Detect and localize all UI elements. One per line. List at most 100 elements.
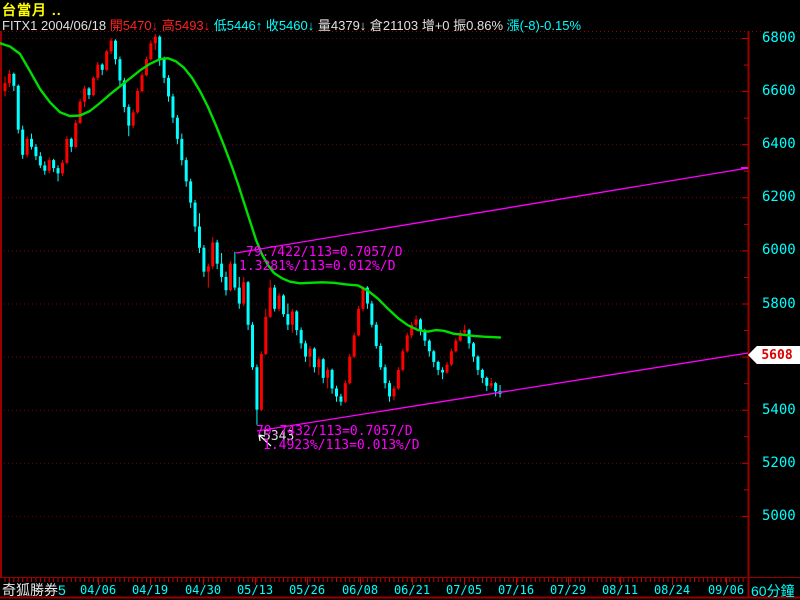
candle-body [423, 330, 427, 341]
candle-body [122, 80, 126, 108]
trendline-annotation: 79.7422/113=0.7057/D [246, 245, 403, 260]
candle-body [127, 107, 131, 126]
candle-body [388, 383, 392, 397]
date-axis-label: 07/16 [497, 583, 535, 597]
date-axis-label: 08/24 [653, 583, 691, 597]
upper-channel-trendline [235, 167, 749, 254]
candle-body [91, 77, 95, 96]
candle-body [273, 287, 277, 309]
candle-body [114, 40, 117, 60]
candle-body [25, 138, 29, 155]
timeframe-label[interactable]: 60分鐘 [751, 583, 795, 599]
candle-body [109, 40, 113, 52]
candle-body [242, 282, 246, 304]
candle-body [131, 112, 135, 126]
candle-body [69, 138, 73, 147]
candle-body [326, 369, 330, 378]
candle-body [7, 73, 11, 84]
candle-body [480, 369, 484, 378]
candle-body [78, 101, 82, 123]
candle-body [202, 247, 206, 272]
quote-segment: ↓ [307, 18, 318, 33]
candle-body [365, 287, 369, 304]
candle-body [317, 359, 321, 368]
quote-segment: 漲(-8)-0.15% [506, 18, 582, 33]
candle-body [140, 75, 144, 92]
date-axis-label: 08/11 [601, 583, 639, 597]
candle-body [30, 138, 34, 147]
candle-body [379, 345, 383, 368]
trendline-annotation: 1.3281%/113=0.012%/D [239, 259, 396, 274]
date-axis-label: 05/13 [236, 583, 274, 597]
candle-body [87, 88, 91, 96]
low-point-price-label: 5343 [263, 429, 295, 444]
contract-title: 台當月 .. [2, 2, 62, 18]
candle-body [228, 263, 232, 291]
candle-body [436, 361, 440, 370]
low-pointer-arrowhead [258, 434, 266, 437]
candle-body [467, 330, 471, 344]
candle-body [392, 388, 396, 397]
candle-body [458, 332, 462, 341]
date-axis-label: 06/21 [393, 583, 431, 597]
candle-body [193, 202, 197, 227]
candle-body [264, 316, 268, 354]
candle-body [60, 162, 64, 174]
quote-segment: 收5460 [265, 18, 308, 33]
candle-body [56, 168, 60, 174]
candle-body [374, 324, 378, 346]
candle-body [158, 36, 162, 60]
candle-body [396, 369, 400, 389]
app-brand-label: 奇狐勝券5 [2, 580, 66, 600]
candle-body [463, 330, 467, 333]
candle-body [153, 36, 157, 44]
candle-body [197, 226, 201, 248]
candle-body [3, 83, 7, 92]
candle-body [335, 388, 338, 397]
quote-segment: 倉21103 增+0 振0.86% [369, 18, 507, 33]
candle-body [118, 59, 122, 81]
candle-body [357, 308, 361, 336]
candle-body [472, 343, 476, 357]
candle-body [12, 73, 16, 86]
candle-body [167, 77, 171, 97]
candle-body [414, 319, 418, 325]
price-axis-label: 6800 [762, 30, 796, 46]
price-axis-label: 6200 [762, 189, 796, 206]
candle-body [299, 330, 303, 344]
candle-body [175, 117, 179, 139]
candle-body [224, 276, 228, 291]
candle-body [65, 138, 69, 163]
trendline-price-tag: 5608 [748, 346, 800, 364]
candle-body [348, 356, 352, 384]
candle-body [449, 351, 453, 365]
candle-body [441, 369, 445, 373]
price-axis-label: 6600 [762, 83, 796, 100]
candle-body [330, 369, 334, 389]
candle-body [418, 319, 422, 331]
candle-body [277, 295, 281, 309]
candle-body [206, 266, 210, 272]
candle-body [52, 160, 56, 169]
candle-body [494, 383, 498, 392]
candle-body [339, 396, 343, 402]
candle-body [321, 359, 325, 378]
candle-body [405, 335, 409, 352]
candle-body [43, 165, 47, 171]
price-axis-label: 5400 [762, 401, 796, 418]
date-axis-label: 05/26 [288, 583, 326, 597]
price-axis-label: 5800 [762, 295, 796, 312]
candle-body [489, 383, 493, 386]
date-axis-label: 04/06 [79, 583, 117, 597]
candle-body [308, 348, 312, 357]
candle-body [83, 88, 87, 102]
price-axis-label: 5000 [762, 507, 796, 524]
candle-body [184, 160, 188, 182]
quote-segment: 量4379 [317, 18, 360, 33]
quote-segment: FITX1 2004/06/18 [2, 18, 110, 33]
candle-body [105, 51, 109, 70]
quote-segment: ↓ [203, 18, 214, 33]
candle-body [312, 348, 316, 368]
candle-body [47, 160, 51, 171]
